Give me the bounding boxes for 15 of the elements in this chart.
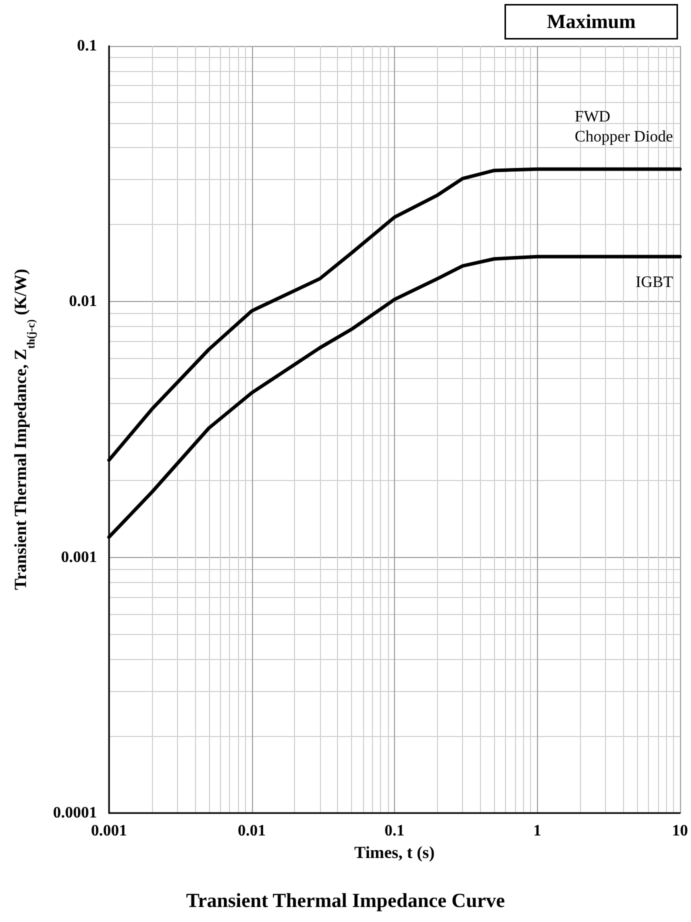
x-axis-title: Times, t (s) xyxy=(354,842,435,862)
y-tick-label: 0.01 xyxy=(69,293,97,310)
x-tick-label: 10 xyxy=(672,822,688,840)
x-tick-label: 0.1 xyxy=(384,822,404,840)
text: Maximum xyxy=(546,10,636,33)
series-label: IGBT xyxy=(636,274,674,292)
text: Transient Thermal Impedance Curve xyxy=(186,890,505,912)
y-tick-label: 0.0001 xyxy=(53,804,97,822)
x-tick-label: 0.01 xyxy=(238,822,266,840)
x-tick-label: 1 xyxy=(533,822,542,840)
y-tick-label: 0.1 xyxy=(77,38,97,54)
x-tick-label: 0.001 xyxy=(91,822,127,840)
series-label: FWD Chopper Diode xyxy=(574,108,673,146)
y-axis-title: Transient Thermal Impedance, Zth(j-c) (K/W) xyxy=(11,268,38,590)
y-tick-label: 0.001 xyxy=(61,548,97,566)
